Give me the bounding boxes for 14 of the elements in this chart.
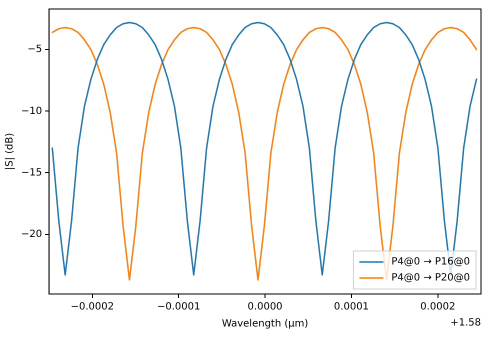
y-tick-label: −15 xyxy=(20,167,42,178)
legend-label: P4@0 → P16@0 xyxy=(391,256,470,268)
legend-label: P4@0 → P20@0 xyxy=(391,272,470,284)
y-tick-label: −5 xyxy=(27,44,42,56)
text: +1.58 xyxy=(450,318,481,329)
y-tick-label: −20 xyxy=(20,228,42,240)
x-tick-label: −0.0002 xyxy=(70,302,114,313)
x-axis-title: Wavelength (μm) xyxy=(222,318,308,330)
x-tick-label: 0.0000 xyxy=(248,302,283,313)
x-tick-label: 0.0001 xyxy=(334,302,369,313)
x-tick-label: 0.0002 xyxy=(420,302,456,313)
x-tick-label: −0.0001 xyxy=(156,302,200,313)
y-axis-title: |S| (dB) xyxy=(4,132,16,170)
y-tick-label: −10 xyxy=(20,106,42,117)
